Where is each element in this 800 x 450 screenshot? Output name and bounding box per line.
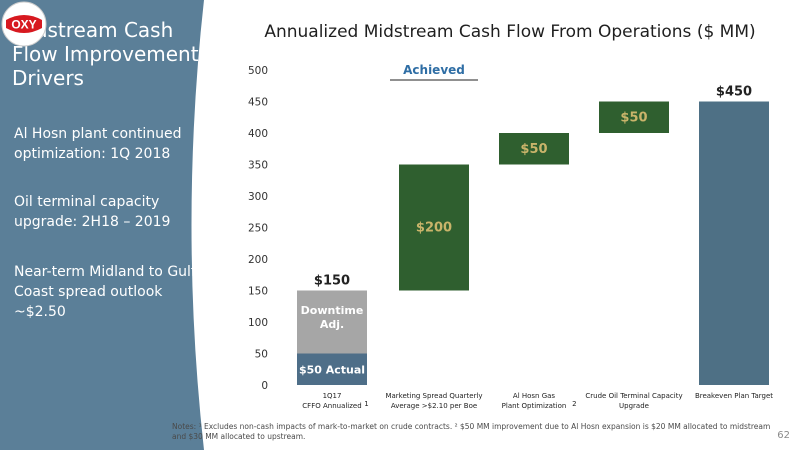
- y-tick-label: 500: [248, 65, 268, 77]
- bar-total-label: $150: [314, 274, 350, 289]
- sidebar: Midstream Cash Flow Improvement Drivers …: [0, 0, 215, 450]
- y-tick-label: 350: [248, 160, 268, 172]
- y-tick-label: 250: [248, 223, 268, 235]
- y-tick-label: 200: [248, 254, 268, 266]
- logo-text: OXY: [11, 18, 36, 32]
- page-number: 62: [777, 430, 790, 441]
- y-tick-label: 300: [248, 191, 268, 203]
- bar-segment: [599, 101, 669, 133]
- bar-total-label: $450: [716, 85, 752, 100]
- x-tick-label: 1Q17: [323, 392, 342, 400]
- x-tick-label: Breakeven Plan Target: [695, 392, 773, 400]
- x-tick-label: Crude Oil Terminal Capacity: [585, 392, 682, 400]
- bar-label: Adj.: [320, 318, 344, 331]
- bar-label: Downtime: [301, 304, 364, 317]
- x-tick-label: Upgrade: [619, 402, 649, 410]
- chart-title: Annualized Midstream Cash Flow From Oper…: [264, 22, 756, 42]
- bullet-al-hosn: Al Hosn plant continued optimization: 1Q…: [14, 126, 182, 162]
- bar-segment: [297, 290, 367, 354]
- bullet-midland-spread: Near-term Midland to Gulf Coast spread o…: [14, 264, 196, 320]
- bar-label: $50: [620, 110, 647, 125]
- bar-label: $50: [520, 142, 547, 157]
- y-tick-label: 150: [248, 286, 268, 298]
- bar-segment: [297, 353, 367, 385]
- bar-segment: [499, 133, 569, 165]
- footnotes: Notes: ¹ Excludes non-cash impacts of ma…: [172, 422, 771, 441]
- sidebar-background: [0, 0, 206, 450]
- bar-label: $200: [416, 221, 452, 236]
- footnote-marker: 1: [364, 400, 368, 408]
- bar-label: $50 Actual: [299, 363, 365, 376]
- bar-segment: [399, 164, 469, 291]
- achieved-annotation: Achieved: [403, 63, 465, 77]
- waterfall-chart: 0 50 100 150 200 250 300 350 400 450 500 $50 Actual…: [248, 63, 773, 410]
- bullet-oil-terminal: Oil terminal capacity upgrade: 2H18 – 20…: [14, 194, 171, 230]
- oxy-logo: OXY: [1, 1, 47, 47]
- bar-segment: [699, 101, 769, 385]
- x-tick-label: Average >$2.10 per Boe: [391, 402, 477, 410]
- y-tick-label: 450: [248, 97, 268, 109]
- x-tick-label: Marketing Spread Quarterly: [385, 392, 482, 400]
- x-tick-label: CFFO Annualized: [302, 402, 361, 410]
- x-tick-label: Plant Optimization: [502, 402, 567, 410]
- y-tick-label: 0: [261, 380, 268, 392]
- y-tick-label: 50: [255, 349, 268, 361]
- y-tick-label: 400: [248, 128, 268, 140]
- x-tick-label: Al Hosn Gas: [513, 392, 556, 400]
- footnote-marker: 2: [572, 400, 576, 408]
- y-tick-label: 100: [248, 317, 268, 329]
